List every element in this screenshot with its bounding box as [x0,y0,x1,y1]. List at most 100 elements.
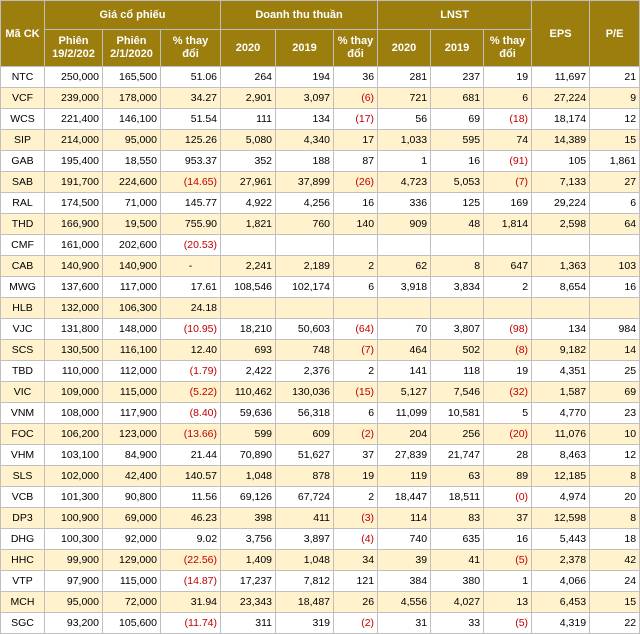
cell-phien-1: 103,100 [44,444,103,466]
cell-ln-2020: 740 [377,528,432,550]
cell-dt-2020 [220,297,277,319]
cell-eps: 18,174 [531,108,591,130]
cell-dt-pct: (4) [333,528,379,550]
cell-dt-2019: 188 [275,150,335,172]
cell-dt-2020: 111 [220,108,277,130]
cell-dt-2020: 23,343 [220,591,277,613]
cell-phien-1: 93,200 [44,612,103,634]
cell-dt-pct: (17) [333,108,379,130]
cell-ln-2020: 721 [377,87,432,109]
cell-phien-1: 239,000 [44,87,103,109]
cell-dt-pct: 2 [333,360,379,382]
cell-ln-pct [483,297,533,319]
cell-ln-2020: 464 [377,339,432,361]
table-row: MWG 137,600 117,000 17.61 108,546 102,174 6 3,9… [0,276,640,298]
cell-ln-pct [483,234,533,256]
cell-ln-2019 [430,297,485,319]
cell-eps: 11,697 [531,66,591,88]
cell-phien-1: 132,000 [44,297,103,319]
cell-ln-pct: 16 [483,528,533,550]
table-row: NTC 250,000 165,500 51.06 264 194 36 281 237 19 11… [0,66,640,88]
cell-pct-gia: 11.56 [159,486,222,508]
header-dt-pct: % thay đổi [333,29,379,67]
cell-ln-pct: 2 [483,276,533,298]
cell-phien-2: 84,900 [102,444,161,466]
cell-phien-1: 108,000 [44,402,103,424]
cell-ln-2019: 595 [430,129,485,151]
cell-ma-ck: VJC [0,318,45,340]
cell-ma-ck: DHG [0,528,45,550]
cell-ln-2019: 10,581 [430,402,485,424]
cell-dt-2019: 4,256 [275,192,335,214]
cell-ln-pct: (20) [483,423,533,445]
cell-ln-2019: 502 [430,339,485,361]
cell-ln-2019: 5,053 [430,171,485,193]
cell-dt-pct: 34 [333,549,379,571]
cell-phien-1: 214,000 [44,129,103,151]
cell-ln-pct: (5) [483,612,533,634]
cell-dt-2020: 2,241 [220,255,277,277]
cell-ln-2019: 48 [430,213,485,235]
header-row-2: Phiên 19/2/202 Phiên 2/1/2020 % thay đổi… [1,29,640,67]
cell-ln-2020: 119 [377,465,432,487]
cell-dt-2020: 1,821 [220,213,277,235]
cell-ma-ck: SIP [0,129,45,151]
cell-pct-gia: 31.94 [159,591,222,613]
cell-pct-gia: (11.74) [159,612,222,634]
cell-dt-pct: 140 [333,213,379,235]
cell-pe: 12 [589,108,640,130]
cell-phien-2: 105,600 [102,612,161,634]
cell-ln-pct: (5) [483,549,533,571]
cell-ma-ck: SAB [0,171,45,193]
cell-phien-1: 221,400 [44,108,103,130]
cell-phien-2: 19,500 [102,213,161,235]
cell-ln-pct: 19 [483,360,533,382]
cell-phien-2: 140,900 [102,255,161,277]
cell-dt-2019: 2,189 [275,255,335,277]
cell-ln-2019: 237 [430,66,485,88]
cell-pct-gia: 21.44 [159,444,222,466]
cell-ma-ck: NTC [0,66,45,88]
cell-ln-2020 [377,297,432,319]
cell-pct-gia: (14.87) [159,570,222,592]
table-row: VHM 103,100 84,900 21.44 70,890 51,627 37 27,83… [0,444,640,466]
cell-pe: 103 [589,255,640,277]
cell-dt-pct: (2) [333,423,379,445]
cell-ln-2019: 681 [430,87,485,109]
cell-dt-2019: 3,097 [275,87,335,109]
cell-pct-gia: 9.02 [159,528,222,550]
cell-pct-gia: (13.66) [159,423,222,445]
cell-ma-ck: SLS [0,465,45,487]
cell-ln-2019: 7,546 [430,381,485,403]
cell-dt-pct [333,234,379,256]
table-row: RAL 174,500 71,000 145.77 4,922 4,256 16 336 125… [0,192,640,214]
cell-dt-2020: 18,210 [220,318,277,340]
cell-dt-2020: 108,546 [220,276,277,298]
table-row: VCB 101,300 90,800 11.56 69,126 67,724 2 18,447… [0,486,640,508]
cell-phien-2: 117,900 [102,402,161,424]
cell-phien-2: 69,000 [102,507,161,529]
cell-ln-2019: 380 [430,570,485,592]
cell-pct-gia: 140.57 [159,465,222,487]
cell-dt-2019: 1,048 [275,549,335,571]
cell-ln-2020 [377,234,432,256]
cell-ln-2019 [430,234,485,256]
table-row: MCH 95,000 72,000 31.94 23,343 18,487 26 4,556 4… [0,591,640,613]
cell-pct-gia: 17.61 [159,276,222,298]
cell-dt-2020: 2,422 [220,360,277,382]
cell-ln-2019: 63 [430,465,485,487]
cell-phien-2: 72,000 [102,591,161,613]
cell-pct-gia: 34.27 [159,87,222,109]
cell-phien-2: 95,000 [102,129,161,151]
table-row: VIC 109,000 115,000 (5.22) 110,462 130,036 (15… [0,381,640,403]
cell-ln-pct: 647 [483,255,533,277]
cell-phien-1: 100,900 [44,507,103,529]
cell-dt-pct: 6 [333,402,379,424]
cell-ma-ck: CAB [0,255,45,277]
cell-pe: 22 [589,612,640,634]
cell-ln-2019: 41 [430,549,485,571]
cell-pct-gia: - [159,255,222,277]
table-row: VNM 108,000 117,900 (8.40) 59,636 56,318 6 11,0… [0,402,640,424]
cell-ln-pct: (98) [483,318,533,340]
cell-phien-2: 224,600 [102,171,161,193]
